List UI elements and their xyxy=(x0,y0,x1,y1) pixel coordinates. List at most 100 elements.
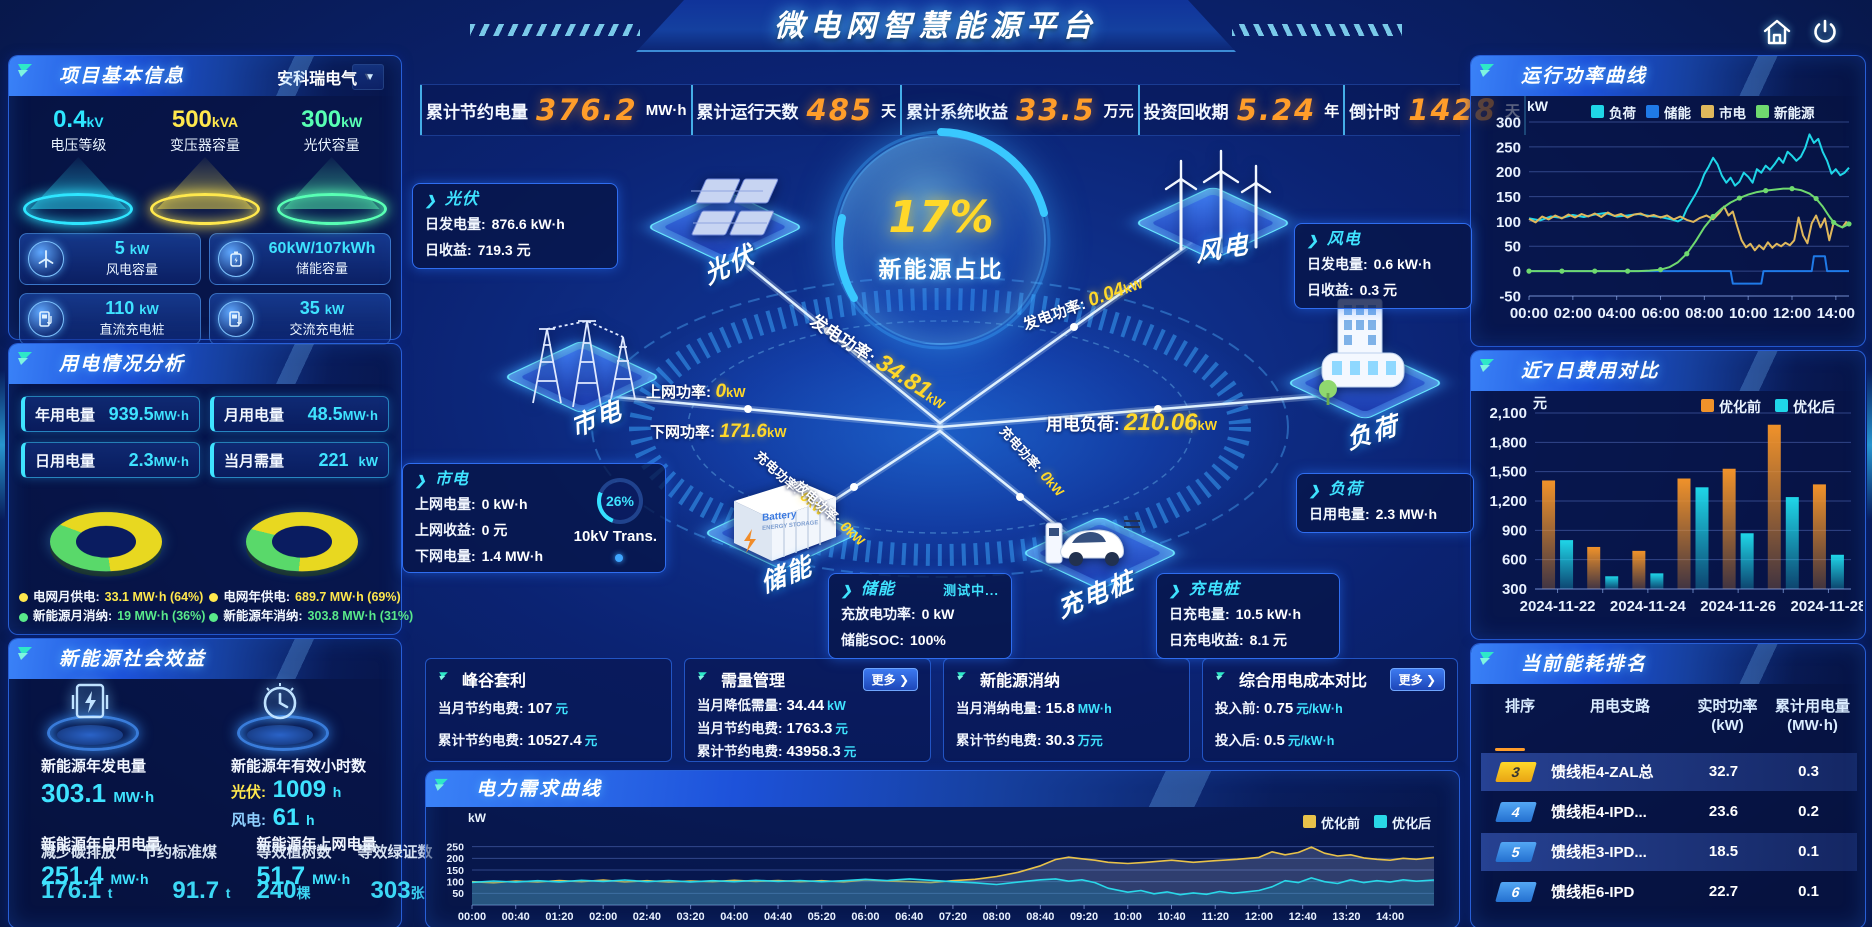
col-rank: 排序 xyxy=(1504,698,1535,715)
rank-badge: 5 xyxy=(1495,841,1537,862)
svg-text:06:00: 06:00 xyxy=(851,911,879,923)
pagination-dot[interactable] xyxy=(615,554,623,562)
legend-swatch xyxy=(1775,399,1788,412)
svg-text:13:20: 13:20 xyxy=(1332,911,1360,923)
svg-text:09:20: 09:20 xyxy=(1070,911,1098,923)
cone-beam xyxy=(283,157,380,209)
benefit-value: 303.1 xyxy=(41,778,107,808)
home-button[interactable] xyxy=(1758,14,1796,50)
cone-beam xyxy=(156,157,253,209)
row-value: 15.8 xyxy=(1045,700,1075,717)
cone-label: 电压等级 xyxy=(50,137,107,153)
row-value: 107 xyxy=(527,700,553,717)
card-unit: kW xyxy=(129,242,150,257)
legend-item[interactable]: 新能源 xyxy=(1756,102,1815,122)
generation-pedestal xyxy=(47,683,139,751)
stat-label: 日用电量 xyxy=(35,452,96,470)
donut-year xyxy=(228,492,378,578)
legend-value: 19 MW·h (36%) xyxy=(117,609,206,624)
legend-item[interactable]: 优化前 xyxy=(1302,813,1360,832)
card-title: 综合用电成本对比 xyxy=(1239,673,1368,690)
benefit-unit: MW·h xyxy=(110,871,149,888)
infobox-value: 719.3 元 xyxy=(477,242,531,258)
benefit-label: 新能源年上网电量 xyxy=(256,836,377,854)
new-energy-percentage: 17% xyxy=(888,192,994,243)
battery-container-icon xyxy=(734,481,836,561)
row-value: 0.5 xyxy=(1264,732,1285,749)
legend-item[interactable]: 储能 xyxy=(1646,102,1691,122)
panel-corner-icon xyxy=(18,352,32,365)
legend-label: 优化前 xyxy=(1320,816,1360,831)
more-button[interactable]: 更多 ❯ xyxy=(1389,667,1445,691)
row-unit: kW xyxy=(827,699,846,713)
panel-social-benefit: 新能源社会效益 新能源年发电量 303.1 MW·h xyxy=(8,638,433,927)
power-button[interactable] xyxy=(1806,14,1844,50)
benefit-label: 等效植树数 xyxy=(256,844,332,862)
energy-flow-scene: 17% 新能源占比 光伏 xyxy=(402,128,1474,659)
svg-text:2024-11-22: 2024-11-22 xyxy=(1520,598,1596,615)
company-select[interactable]: 安科瑞电气 ▼ xyxy=(277,65,375,89)
panel-title: 项目基本信息 xyxy=(59,65,186,87)
more-button[interactable]: 更多 ❯ xyxy=(862,667,918,691)
new-energy-percentage-label: 新能源占比 xyxy=(878,256,1004,282)
panel-title: 当前能耗排名 xyxy=(1521,653,1648,675)
stat-day-usage: 日用电量 2.3MW·h xyxy=(21,442,200,478)
row-key: 累计节约电费: xyxy=(697,744,783,759)
card-unit: kW xyxy=(139,302,159,317)
legend-item[interactable]: 负荷 xyxy=(1591,102,1636,122)
benefit-hours: 新能源年有效小时数 光伏: 1009 h 风电: 61 h xyxy=(205,683,395,831)
legend-dot-yellow xyxy=(19,593,28,603)
stat-label: 累计系统收益 xyxy=(906,102,1009,122)
card-demand-management: 需量管理 更多 ❯ 当月降低需量: 34.44 kW 当月节约电费: 1763.3 元 … xyxy=(684,658,931,762)
legend-dot-green xyxy=(19,612,28,622)
legend-item[interactable]: 优化前 xyxy=(1701,397,1761,417)
stat-value: 33.5 xyxy=(1016,92,1096,127)
header-streak-left xyxy=(470,24,640,36)
card-new-energy-consumption: 新能源消纳 当月消纳电量: 15.8 MW·h 累计节约电费: 30.3 万元 xyxy=(943,658,1190,762)
legend-item[interactable]: 优化后 xyxy=(1775,397,1835,417)
infobox-title: 储能 xyxy=(860,581,895,598)
infobox-key: 日收益: xyxy=(1307,282,1354,298)
card-value: 110 xyxy=(105,298,135,318)
svg-text:08:00: 08:00 xyxy=(1685,305,1723,322)
table-row[interactable]: 5 馈线柜3-IPD... 18.5 0.1 xyxy=(1481,832,1857,871)
stat-year-usage: 年用电量 939.5MW·h xyxy=(21,396,200,432)
legend-label: 电网年供电: xyxy=(223,590,291,604)
card-title: 峰谷套利 xyxy=(462,673,527,690)
row-unit: 元 xyxy=(843,745,857,759)
legend-swatch xyxy=(1701,399,1714,412)
svg-text:14:00: 14:00 xyxy=(1376,911,1404,923)
flow-unit: kW xyxy=(1197,418,1218,433)
legend-item[interactable]: 市电 xyxy=(1701,102,1746,122)
flow-unit: kW xyxy=(726,385,746,400)
legend-label: 新能源 xyxy=(1774,106,1815,121)
card-label: 风电容量 xyxy=(105,262,158,277)
cost-chart-legend: 优化前 优化后 xyxy=(1701,397,1835,417)
hours-unit: h xyxy=(332,784,342,800)
table-row[interactable]: 6 馈线柜6-IPD 22.7 0.1 xyxy=(1481,873,1857,911)
benefit-value: 91.7 xyxy=(172,877,220,905)
flow-grid-down: 下网功率: 171.6kW xyxy=(650,421,787,443)
svg-text:00:00: 00:00 xyxy=(1510,305,1548,322)
stat-unit: MW·h xyxy=(153,407,189,423)
solar-energy-icon xyxy=(71,683,109,719)
row-unit: MW·h xyxy=(1077,702,1112,716)
infobox-value: 0 kW xyxy=(921,606,955,622)
donut-legend-year: 电网年供电: 689.7 MW·h (69%) 新能源年消纳: 303.8 MW·h… xyxy=(209,588,413,627)
panel-corner-icon xyxy=(1216,672,1225,681)
table-row[interactable]: 4 馈线柜4-IPD... 23.6 0.2 xyxy=(1481,793,1857,831)
hours-key: 光伏: xyxy=(231,784,266,801)
col-branch: 用电支路 xyxy=(1589,698,1650,715)
panel-corner-icon xyxy=(1480,64,1494,77)
benefit-unit: MW·h xyxy=(312,871,351,888)
cone-pv-capacity: 300kW 光伏容量 xyxy=(273,106,391,225)
svg-text:11:20: 11:20 xyxy=(1201,911,1229,923)
legend-label: 市电 xyxy=(1719,106,1746,121)
legend-dot-green xyxy=(209,612,219,622)
card-title: 新能源消纳 xyxy=(980,673,1061,690)
stat-month-demand: 当月需量 221 kW xyxy=(210,442,389,478)
legend-item[interactable]: 优化后 xyxy=(1373,813,1431,832)
table-row[interactable]: 3 馈线柜4-ZAL总 32.7 0.3 xyxy=(1481,752,1857,791)
benefit-label: 节约标准煤 xyxy=(142,844,218,862)
